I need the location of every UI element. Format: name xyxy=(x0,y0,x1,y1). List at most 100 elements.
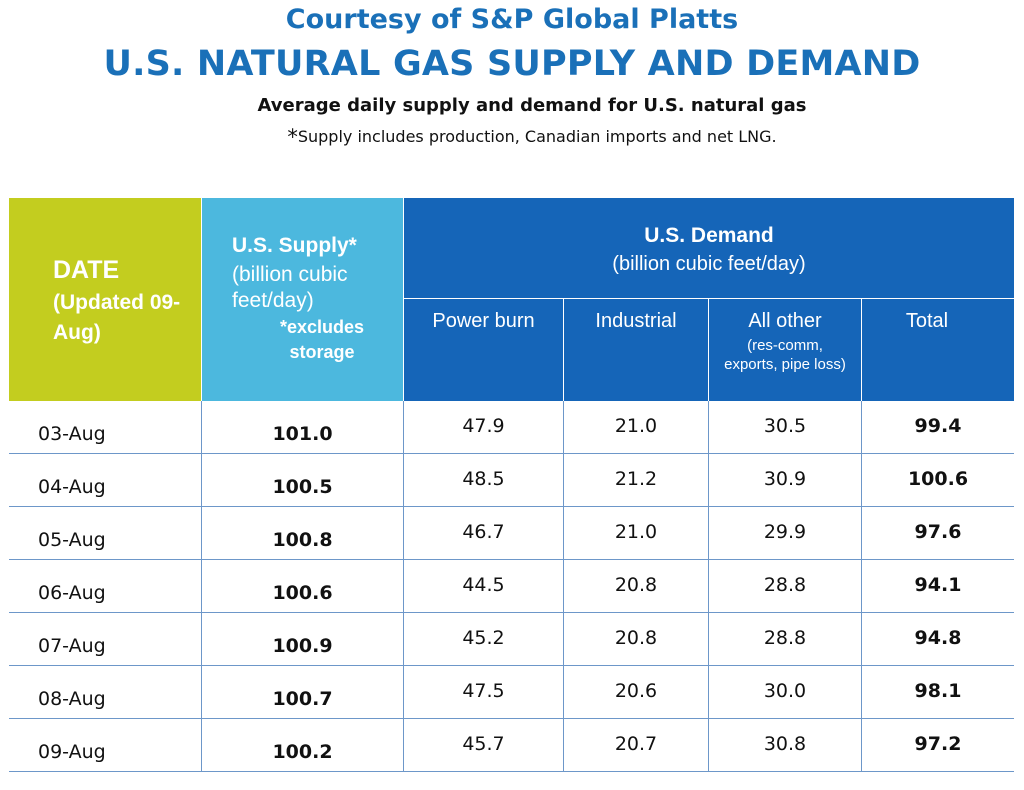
total-value: 97.2 xyxy=(914,733,962,755)
total-column-header: Total xyxy=(861,298,1014,401)
date-value: 04-Aug xyxy=(38,476,106,498)
power-cell: 48.5 xyxy=(403,454,563,507)
table-row: 05-Aug 100.8 46.7 21.0 29.9 97.6 xyxy=(9,507,1014,560)
date-cell: 03-Aug xyxy=(9,401,201,454)
power-value: 45.7 xyxy=(462,733,505,755)
other-cell: 29.9 xyxy=(708,507,861,560)
power-value: 46.7 xyxy=(462,521,505,543)
date-value: 09-Aug xyxy=(38,741,106,763)
other-value: 30.9 xyxy=(763,468,807,490)
table-row: 06-Aug 100.6 44.5 20.8 28.8 94.1 xyxy=(9,560,1014,613)
date-value: 08-Aug xyxy=(38,688,106,710)
power-cell: 47.9 xyxy=(403,401,563,454)
date-column-header: DATE (Updated 09-Aug) xyxy=(9,198,201,401)
date-cell: 08-Aug xyxy=(9,666,201,719)
supply-value: 100.9 xyxy=(272,635,333,657)
industrial-cell: 21.2 xyxy=(563,454,708,507)
industrial-value: 21.0 xyxy=(614,521,658,543)
industrial-value: 21.0 xyxy=(614,415,658,437)
industrial-value: 21.2 xyxy=(614,468,658,490)
other-value: 29.9 xyxy=(763,521,807,543)
supply-cell: 100.9 xyxy=(201,613,403,666)
supply-value: 100.6 xyxy=(272,582,333,604)
power-value: 45.2 xyxy=(462,627,505,649)
industrial-column-header: Industrial xyxy=(563,298,708,401)
industrial-value: 20.7 xyxy=(614,733,658,755)
other-value: 30.0 xyxy=(763,680,807,702)
power-cell: 46.7 xyxy=(403,507,563,560)
total-value: 94.8 xyxy=(914,627,962,649)
date-cell: 06-Aug xyxy=(9,560,201,613)
power-value: 44.5 xyxy=(462,574,505,596)
demand-header-label: U.S. Demand xyxy=(644,224,774,247)
industrial-label: Industrial xyxy=(595,310,677,332)
total-value: 100.6 xyxy=(907,468,969,490)
other-cell: 28.8 xyxy=(708,560,861,613)
total-value: 98.1 xyxy=(914,680,962,702)
total-cell: 99.4 xyxy=(861,401,1014,454)
power-cell: 47.5 xyxy=(403,666,563,719)
date-value: 03-Aug xyxy=(38,423,106,445)
supply-value: 100.8 xyxy=(272,529,333,551)
other-value: 28.8 xyxy=(763,627,807,649)
supply-cell: 100.7 xyxy=(201,666,403,719)
supply-value: 101.0 xyxy=(272,423,333,445)
power-cell: 45.2 xyxy=(403,613,563,666)
table-row: 08-Aug 100.7 47.5 20.6 30.0 98.1 xyxy=(9,666,1014,719)
industrial-cell: 20.8 xyxy=(563,613,708,666)
table-row: 03-Aug 101.0 47.9 21.0 30.5 99.4 xyxy=(9,401,1014,454)
supply-value: 100.5 xyxy=(272,476,333,498)
other-cell: 30.8 xyxy=(708,719,861,772)
date-value: 07-Aug xyxy=(38,635,106,657)
power-burn-column-header: Power burn xyxy=(403,298,563,401)
power-value: 47.9 xyxy=(462,415,505,437)
supply-header-note: *excludes storage xyxy=(279,317,365,362)
industrial-cell: 21.0 xyxy=(563,507,708,560)
total-cell: 94.8 xyxy=(861,613,1014,666)
date-cell: 04-Aug xyxy=(9,454,201,507)
industrial-cell: 20.6 xyxy=(563,666,708,719)
date-header-updated: (Updated 09-Aug) xyxy=(53,291,181,344)
supply-cell: 101.0 xyxy=(201,401,403,454)
supply-cell: 100.2 xyxy=(201,719,403,772)
date-header-label: DATE xyxy=(53,256,120,284)
page-title: U.S. NATURAL GAS SUPPLY AND DEMAND xyxy=(103,44,921,84)
total-cell: 100.6 xyxy=(861,454,1014,507)
all-other-column-header: All other (res-comm, exports, pipe loss) xyxy=(708,298,861,401)
other-value: 30.5 xyxy=(763,415,807,437)
date-cell: 05-Aug xyxy=(9,507,201,560)
total-cell: 97.2 xyxy=(861,719,1014,772)
demand-header-unit: (billion cubic feet/day) xyxy=(612,253,806,275)
page-subtitle: Average daily supply and demand for U.S.… xyxy=(257,95,807,116)
total-label: Total xyxy=(905,310,949,332)
total-value: 99.4 xyxy=(914,415,962,437)
supply-header-unit: (billion cubic feet/day) xyxy=(232,263,348,312)
supply-value: 100.2 xyxy=(272,741,333,763)
total-cell: 97.6 xyxy=(861,507,1014,560)
date-value: 06-Aug xyxy=(38,582,106,604)
date-value: 05-Aug xyxy=(38,529,106,551)
supply-cell: 100.5 xyxy=(201,454,403,507)
industrial-value: 20.6 xyxy=(614,680,658,702)
note-text: Supply includes production, Canadian imp… xyxy=(297,127,777,146)
other-cell: 30.9 xyxy=(708,454,861,507)
all-other-note: (res-comm, exports, pipe loss) xyxy=(724,337,846,373)
date-cell: 09-Aug xyxy=(9,719,201,772)
table-row: 09-Aug 100.2 45.7 20.7 30.8 97.2 xyxy=(9,719,1014,772)
industrial-cell: 21.0 xyxy=(563,401,708,454)
total-value: 97.6 xyxy=(914,521,962,543)
note-asterisk: * xyxy=(287,125,298,149)
supply-cell: 100.6 xyxy=(201,560,403,613)
power-burn-label: Power burn xyxy=(432,310,535,332)
supply-cell: 100.8 xyxy=(201,507,403,560)
courtesy-line: Courtesy of S&P Global Platts xyxy=(285,4,739,35)
total-value: 94.1 xyxy=(914,574,962,596)
industrial-value: 20.8 xyxy=(614,574,658,596)
supply-column-header: U.S. Supply* (billion cubic feet/day) *e… xyxy=(201,198,403,401)
total-cell: 94.1 xyxy=(861,560,1014,613)
supply-header-label: U.S. Supply* xyxy=(232,234,357,257)
power-cell: 44.5 xyxy=(403,560,563,613)
power-cell: 45.7 xyxy=(403,719,563,772)
supply-note: *Supply includes production, Canadian im… xyxy=(0,125,1024,149)
other-cell: 28.8 xyxy=(708,613,861,666)
